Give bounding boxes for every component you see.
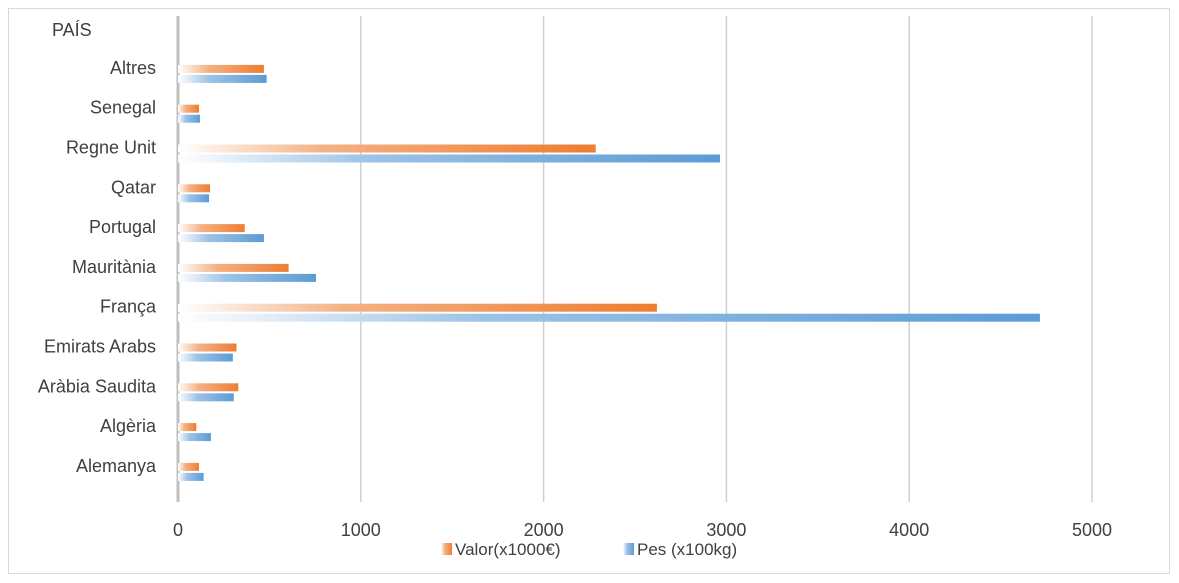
bar-valor xyxy=(178,383,239,392)
bar-valor xyxy=(178,224,245,233)
category-label: Algèria xyxy=(100,416,157,436)
bar-pes xyxy=(178,433,211,442)
category-label: Regne Unit xyxy=(66,138,156,158)
bar-valor xyxy=(178,144,596,153)
bar-valor xyxy=(178,104,200,113)
category-label: Mauritània xyxy=(72,257,157,277)
category-labels: Alemanya Algèria Aràbia Saudita Emirats Ara… xyxy=(38,58,157,476)
bar-valor xyxy=(178,263,289,272)
bar-valor xyxy=(178,423,197,432)
category-label: Senegal xyxy=(90,98,156,118)
x-tick-label: 2000 xyxy=(524,520,564,540)
bar-valor xyxy=(178,462,200,471)
x-tick-label: 3000 xyxy=(706,520,746,540)
bar-pes xyxy=(178,313,1040,322)
category-label: Alemanya xyxy=(76,456,157,476)
gridlines xyxy=(176,16,1093,502)
legend: Valor(x1000€) Pes (x100kg) xyxy=(441,540,737,559)
category-label: Qatar xyxy=(111,177,156,197)
category-label: Altres xyxy=(110,58,156,78)
x-tick-label: 5000 xyxy=(1072,520,1112,540)
legend-swatch-valor xyxy=(441,543,452,555)
bar-valor xyxy=(178,343,237,352)
bar-pes xyxy=(178,273,317,282)
x-tick-label: 1000 xyxy=(341,520,381,540)
bar-valor xyxy=(178,184,210,193)
bar-pes xyxy=(178,393,234,402)
category-label: Portugal xyxy=(89,217,156,237)
bar-pes xyxy=(178,353,233,362)
bar-pes xyxy=(178,472,204,481)
legend-label-pes: Pes (x100kg) xyxy=(637,540,737,559)
legend-swatch-pes xyxy=(623,543,634,555)
x-tick-labels: 0 1000 2000 3000 4000 5000 xyxy=(173,520,1112,540)
category-label: Aràbia Saudita xyxy=(38,376,157,396)
bars xyxy=(178,64,1040,481)
bar-valor xyxy=(178,303,657,312)
bar-pes xyxy=(178,234,264,243)
category-label: França xyxy=(100,297,157,317)
x-tick-label: 0 xyxy=(173,520,183,540)
bar-pes xyxy=(178,114,200,123)
y-axis-title: PAÍS xyxy=(52,20,92,40)
bar-pes xyxy=(178,194,210,203)
x-tick-label: 4000 xyxy=(889,520,929,540)
bar-valor xyxy=(178,64,264,73)
bar-pes xyxy=(178,74,267,83)
category-label: Emirats Arabs xyxy=(44,337,156,357)
legend-label-valor: Valor(x1000€) xyxy=(455,540,561,559)
bar-pes xyxy=(178,154,721,163)
